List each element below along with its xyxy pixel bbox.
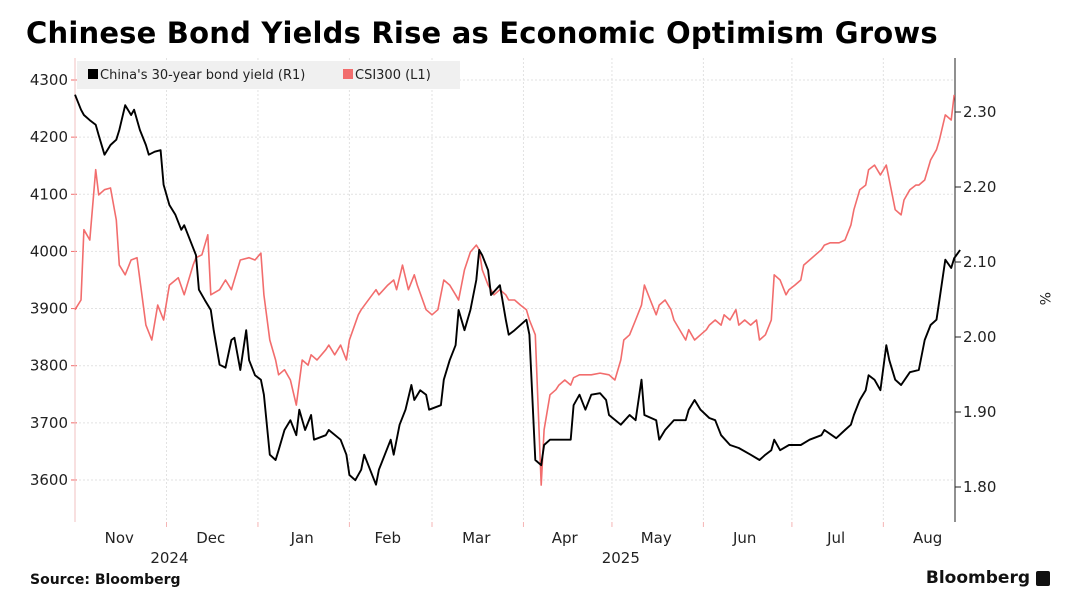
legend-swatch-csi300 — [343, 69, 353, 79]
bloomberg-terminal-icon — [1036, 570, 1050, 586]
month-label: Apr — [552, 529, 579, 547]
csi300-line — [74, 94, 955, 486]
right-tick-label: 1.90 — [963, 403, 996, 421]
brand-text: Bloomberg — [925, 568, 1030, 588]
left-tick-label: 4300 — [30, 71, 68, 89]
month-label: Nov — [105, 529, 134, 547]
right-tick-label: 2.00 — [963, 328, 996, 346]
month-label: Mar — [462, 529, 491, 547]
month-label: Aug — [913, 529, 942, 547]
month-label: May — [641, 529, 672, 547]
left-tick-label: 4200 — [30, 128, 68, 146]
year-label: 2024 — [150, 549, 188, 567]
left-tick-label: 3900 — [30, 300, 68, 318]
source-note: Source: Bloomberg — [30, 572, 181, 588]
bloomberg-logo: Bloomberg — [926, 568, 1050, 588]
right-tick-label: 1.80 — [963, 478, 996, 496]
legend-swatch-bond — [88, 69, 98, 79]
month-label: Jun — [732, 529, 756, 547]
month-label: Dec — [196, 529, 225, 547]
legend: China's 30-year bond yield (R1) CSI300 (… — [77, 61, 460, 89]
right-tick-label: 2.30 — [963, 103, 996, 121]
legend-label-bond: China's 30-year bond yield (R1) — [100, 68, 305, 83]
left-tick-label: 4000 — [30, 242, 68, 260]
left-tick-label: 3800 — [30, 357, 68, 375]
month-label: Jan — [290, 529, 314, 547]
year-label: 2025 — [602, 549, 640, 567]
left-tick-label: 3700 — [30, 414, 68, 432]
right-tick-label: 2.10 — [963, 253, 996, 271]
right-axis-unit: % — [1036, 292, 1052, 305]
chart-title: Chinese Bond Yields Rise as Economic Opt… — [26, 16, 938, 50]
left-tick-label: 4100 — [30, 185, 68, 203]
month-label: Jul — [826, 529, 845, 547]
bond-yield-line — [74, 94, 961, 486]
right-tick-label: 2.20 — [963, 178, 996, 196]
month-label: Feb — [374, 529, 401, 547]
legend-label-csi300: CSI300 (L1) — [355, 68, 431, 83]
left-tick-label: 3600 — [30, 471, 68, 489]
